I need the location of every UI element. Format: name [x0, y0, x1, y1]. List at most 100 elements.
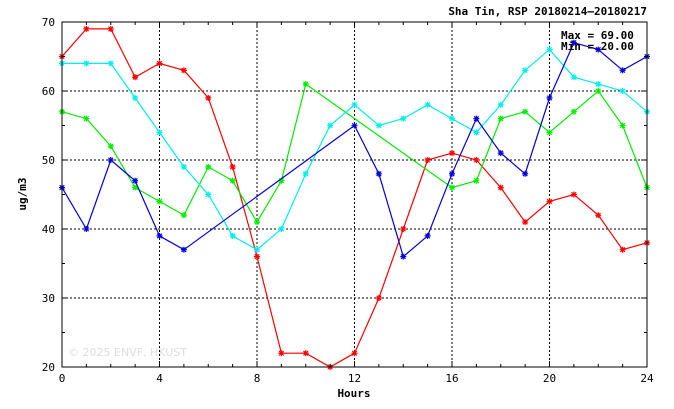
data-point: [156, 129, 163, 136]
data-point: [619, 67, 626, 74]
data-point: [619, 246, 626, 253]
series-group: [59, 25, 650, 370]
data-point: [449, 184, 455, 191]
data-point: [180, 212, 187, 219]
data-point: [132, 184, 139, 191]
data-point: [473, 157, 480, 163]
data-point: [254, 219, 260, 226]
x-tick-label: 16: [445, 372, 458, 385]
y-tick-label: 60: [42, 85, 55, 98]
data-point: [205, 163, 212, 170]
data-point: [302, 170, 309, 177]
data-point: [473, 177, 480, 184]
data-point: [180, 246, 187, 253]
data-point: [180, 67, 187, 74]
data-point: [522, 170, 529, 177]
data-point: [229, 177, 236, 184]
data-point: [570, 108, 577, 115]
data-point: [205, 94, 212, 101]
data-point: [570, 39, 577, 46]
x-tick-label: 24: [640, 372, 654, 385]
data-point: [570, 191, 577, 198]
y-tick-label: 40: [42, 223, 55, 236]
data-point: [546, 129, 553, 136]
y-tick-label: 70: [42, 16, 55, 29]
data-point: [375, 122, 382, 129]
data-point: [156, 60, 163, 67]
data-point: [229, 232, 236, 239]
data-point: [83, 25, 90, 32]
data-point: [522, 219, 529, 226]
watermark: © 2025 ENVF, HKUST: [68, 346, 187, 359]
data-point: [156, 198, 163, 205]
x-axis-label: Hours: [337, 387, 370, 400]
data-point: [351, 350, 358, 357]
data-point: [449, 115, 455, 122]
data-point: [619, 122, 626, 129]
data-point: [522, 108, 529, 115]
data-point: [570, 74, 577, 81]
data-point: [205, 191, 212, 198]
data-point: [522, 67, 529, 74]
data-point: [327, 122, 334, 129]
data-point: [351, 101, 358, 108]
data-point: [132, 177, 139, 184]
data-point: [375, 295, 382, 301]
data-point: [424, 101, 431, 108]
axis-ticks: 0 4 8 12 16 20 24 20 30 40 50 60 70: [42, 16, 654, 385]
y-tick-label: 20: [42, 361, 55, 374]
data-point: [449, 150, 455, 157]
grid-lines: [62, 22, 647, 367]
data-point: [497, 184, 504, 191]
data-point: [497, 150, 504, 157]
data-point: [619, 88, 626, 94]
data-point: [229, 163, 236, 170]
data-point: [302, 350, 309, 357]
data-point: [497, 115, 504, 122]
x-tick-label: 4: [156, 372, 163, 385]
data-point: [595, 46, 602, 53]
min-stat: Min = 20.00: [561, 40, 634, 53]
data-point: [473, 129, 480, 136]
x-tick-label: 20: [543, 372, 556, 385]
data-point: [497, 101, 504, 108]
data-point: [132, 74, 139, 81]
data-point: [107, 143, 114, 150]
data-point: [107, 60, 114, 67]
max-stat: Max = 69.00: [561, 29, 634, 42]
data-point: [156, 232, 163, 239]
data-point: [351, 122, 358, 129]
data-point: [546, 94, 553, 101]
data-point: [83, 115, 90, 122]
x-tick-label: 12: [348, 372, 361, 385]
data-point: [400, 253, 407, 260]
data-point: [107, 157, 114, 163]
data-point: [278, 350, 285, 357]
data-point: [546, 198, 553, 205]
data-point: [546, 46, 553, 53]
data-point: [424, 157, 431, 163]
data-point: [132, 94, 139, 101]
y-axis-label: ug/m3: [16, 177, 29, 210]
data-point: [375, 170, 382, 177]
data-point: [595, 81, 602, 88]
data-point: [400, 226, 407, 232]
chart-title: Sha Tin, RSP 20180214–20180217: [448, 5, 647, 18]
data-point: [449, 170, 455, 177]
data-point: [83, 60, 90, 67]
data-point: [424, 232, 431, 239]
data-point: [595, 212, 602, 219]
data-point: [595, 88, 602, 94]
data-point: [83, 226, 90, 232]
data-point: [400, 115, 407, 122]
x-tick-label: 8: [254, 372, 261, 385]
data-point: [107, 25, 114, 32]
data-point: [473, 115, 480, 122]
y-tick-label: 30: [42, 292, 55, 305]
x-tick-label: 0: [59, 372, 66, 385]
data-point: [302, 81, 309, 88]
data-point: [254, 246, 260, 253]
data-point: [278, 226, 285, 232]
